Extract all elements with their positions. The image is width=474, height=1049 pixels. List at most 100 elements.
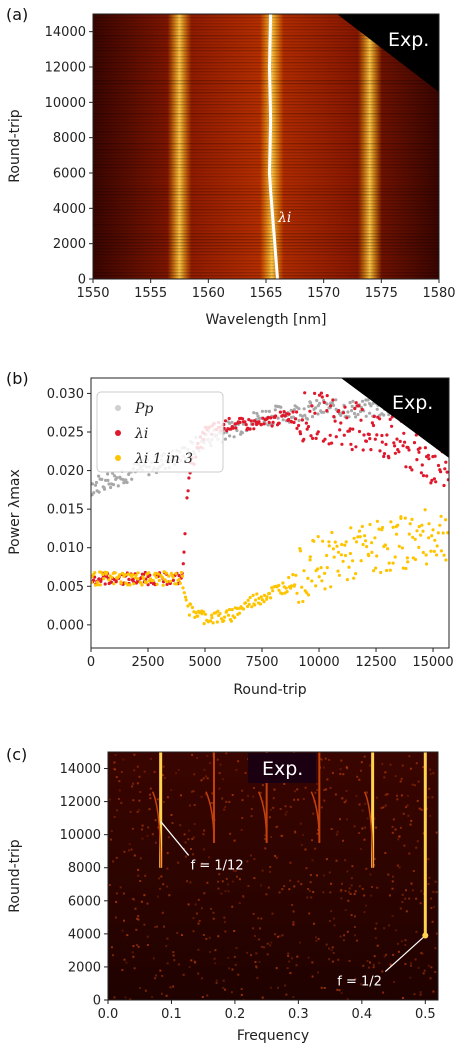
noise-pixel — [113, 761, 116, 764]
noise-pixel — [434, 947, 437, 950]
noise-pixel — [315, 939, 318, 942]
series-point-2 — [131, 573, 135, 577]
noise-pixel — [183, 833, 186, 836]
noise-pixel — [304, 848, 307, 851]
noise-pixel — [349, 893, 352, 895]
noise-pixel — [246, 951, 249, 954]
noise-pixel — [399, 907, 402, 910]
noise-pixel — [264, 834, 267, 837]
noise-pixel — [192, 917, 195, 920]
noise-pixel — [436, 831, 438, 834]
series-point-2 — [405, 556, 409, 560]
noise-pixel — [227, 956, 230, 959]
heatmap-row — [93, 86, 439, 88]
noise-pixel — [228, 967, 230, 970]
noise-pixel — [261, 869, 264, 872]
series-point-2 — [93, 571, 97, 575]
series-point-2 — [352, 576, 356, 580]
series-point-0 — [350, 409, 354, 413]
noise-pixel — [340, 897, 343, 900]
noise-pixel — [270, 808, 272, 811]
noise-pixel — [147, 826, 150, 829]
noise-pixel — [415, 897, 418, 900]
series-point-1 — [103, 582, 107, 586]
noise-pixel — [423, 969, 426, 972]
y-tick-label: 4000 — [53, 202, 86, 217]
heatmap-row — [93, 44, 439, 46]
series-point-0 — [346, 410, 350, 414]
noise-pixel — [255, 952, 258, 955]
noise-pixel — [419, 902, 422, 905]
series-point-2 — [107, 578, 111, 582]
y-tick-label: 0.025 — [47, 426, 84, 441]
noise-pixel — [187, 838, 190, 841]
noise-pixel — [120, 801, 123, 804]
noise-pixel — [139, 791, 142, 793]
series-point-2 — [339, 553, 343, 557]
series-point-2 — [95, 580, 99, 584]
series-point-1 — [364, 439, 369, 443]
noise-pixel — [201, 862, 204, 865]
noise-pixel — [404, 944, 407, 946]
series-point-0 — [363, 403, 367, 407]
noise-pixel — [434, 880, 437, 883]
noise-pixel — [388, 924, 391, 927]
series-point-0 — [339, 413, 343, 417]
y-tick-label: 14000 — [60, 762, 101, 777]
x-tick-label: 5000 — [188, 655, 221, 670]
noise-pixel — [113, 816, 116, 818]
series-point-2 — [233, 616, 237, 620]
series-point-2 — [332, 555, 336, 559]
panel-c-tag: Exp. — [262, 758, 303, 780]
noise-pixel — [231, 968, 234, 971]
y-tick-label: 2000 — [68, 960, 101, 975]
noise-pixel — [317, 971, 319, 974]
noise-pixel — [119, 886, 122, 889]
noise-pixel — [222, 979, 225, 982]
noise-pixel — [391, 831, 394, 834]
series-point-2 — [132, 582, 136, 586]
noise-pixel — [143, 770, 146, 773]
noise-pixel — [189, 881, 192, 884]
noise-pixel — [412, 870, 415, 872]
series-point-2 — [289, 584, 293, 588]
noise-pixel — [231, 880, 234, 883]
noise-pixel — [407, 794, 409, 797]
series-point-2 — [421, 550, 425, 555]
series-point-1 — [269, 416, 273, 420]
noise-pixel — [329, 891, 332, 894]
series-point-2 — [216, 609, 220, 613]
noise-pixel — [247, 885, 250, 887]
series-point-1 — [287, 417, 291, 422]
noise-pixel — [223, 921, 226, 924]
noise-pixel — [287, 952, 290, 955]
series-point-2 — [425, 562, 429, 566]
series-point-2 — [438, 523, 442, 527]
noise-pixel — [127, 849, 130, 852]
series-point-1 — [285, 412, 289, 416]
series-point-1 — [407, 448, 411, 452]
series-point-0 — [91, 482, 95, 486]
series-point-2 — [208, 619, 213, 623]
series-point-2 — [341, 559, 345, 563]
noise-pixel — [347, 899, 350, 902]
series-point-2 — [310, 579, 314, 583]
series-point-2 — [280, 592, 284, 596]
noise-pixel — [293, 830, 296, 833]
y-tick-label: 0 — [78, 273, 86, 288]
noise-pixel — [124, 996, 127, 999]
noise-pixel — [162, 801, 165, 804]
noise-pixel — [197, 972, 200, 975]
noise-pixel — [394, 828, 397, 831]
series-point-2 — [253, 598, 258, 602]
noise-pixel — [307, 888, 310, 890]
series-point-2 — [277, 588, 281, 592]
series-point-1 — [359, 418, 363, 422]
series-point-2 — [386, 547, 390, 551]
series-point-1 — [282, 410, 286, 414]
series-point-0 — [97, 490, 101, 494]
noise-pixel — [163, 777, 166, 779]
series-point-2 — [247, 602, 251, 606]
x-tick-label: 2500 — [131, 655, 164, 670]
noise-pixel — [132, 955, 135, 958]
